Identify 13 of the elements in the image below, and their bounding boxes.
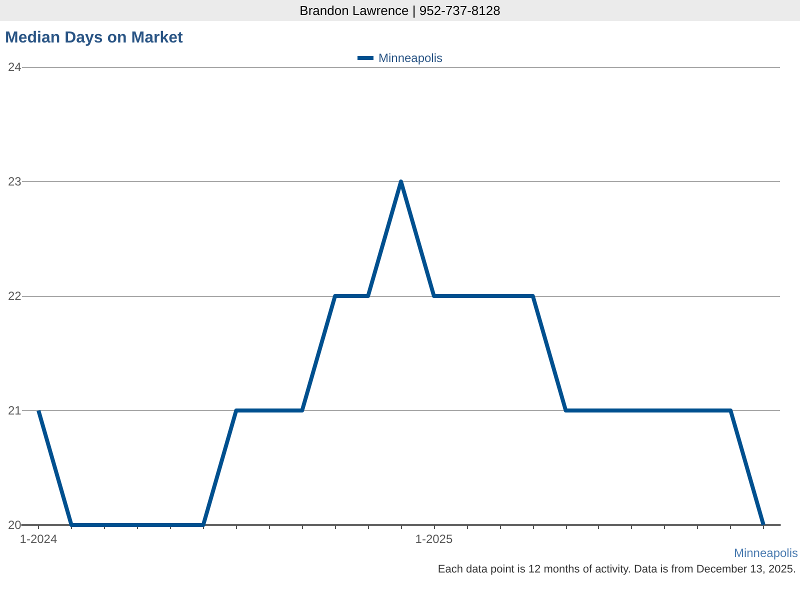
x-tick-label: 1-2025 [415,532,453,546]
line-series [36,180,766,527]
text: Each data point is 12 months of activity. Data is from December 13, 2025. [438,564,796,576]
y-tick-label: 21 [8,404,22,418]
text: Minneapolis [734,546,798,560]
legend-label: Minneapolis [378,51,443,65]
y-tick-label: 24 [8,60,22,74]
y-tick-label: 22 [8,289,22,303]
chart-subtitle: Brandon Lawrence | 952-737-8128 [0,0,800,21]
y-tick-label: 20 [8,518,22,532]
y-tick-label: 23 [8,174,22,188]
chart-title: Median Days on Market [5,30,184,46]
x-tick-label: 1-2024 [20,532,58,546]
